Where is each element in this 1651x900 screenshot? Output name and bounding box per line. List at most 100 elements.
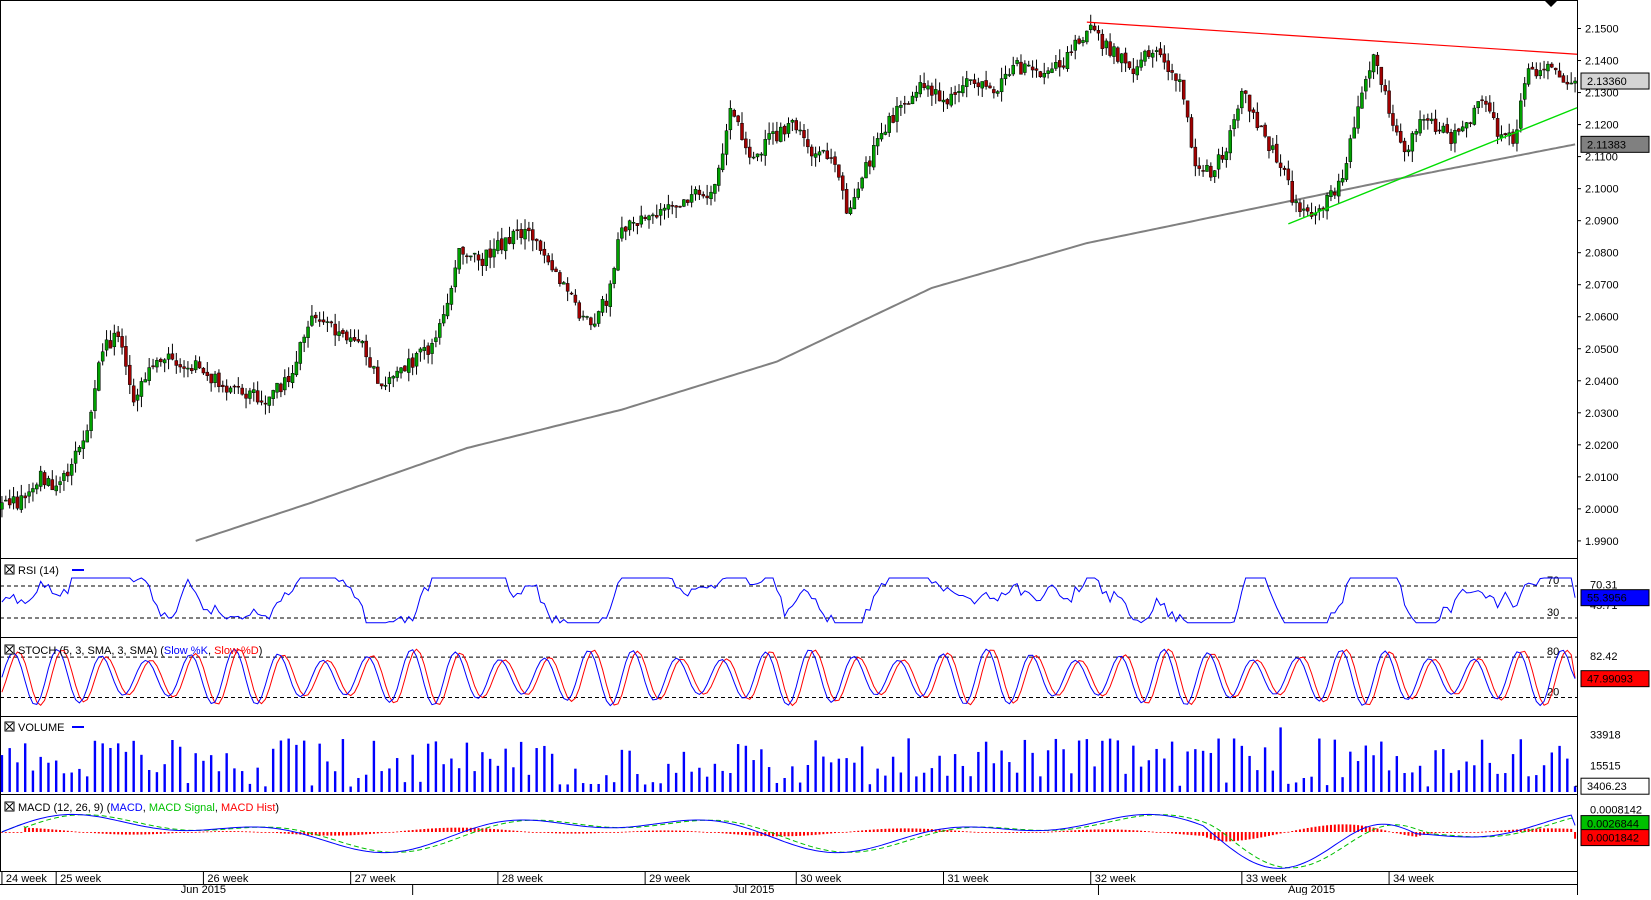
candle (589, 316, 593, 331)
candle-body (286, 376, 291, 383)
candle-body (600, 299, 605, 313)
candle-body (957, 91, 961, 93)
macd-hist-bar (965, 831, 968, 833)
price-axis: 2.15002.14002.13002.12002.11002.10002.09… (1577, 24, 1650, 548)
chart-menu-triangle-icon[interactable] (1544, 0, 1558, 7)
candle (701, 191, 706, 199)
macd-hist-bar (1097, 829, 1100, 832)
macd-hist-bar (1000, 832, 1003, 833)
candle (23, 492, 27, 509)
candle-body (918, 82, 922, 95)
candle-body (825, 150, 829, 159)
candle-body (736, 115, 740, 123)
candle (1364, 75, 1368, 100)
macd-hist-bar (206, 831, 209, 833)
candle (271, 389, 275, 406)
price-tick-label: 2.1400 (1585, 56, 1619, 68)
volume-bar (845, 758, 848, 792)
candle-body (1569, 82, 1573, 85)
candle (1534, 62, 1539, 79)
macd-hist-bar (531, 832, 534, 833)
candle-body (1495, 118, 1500, 137)
macd-hist-bar (489, 828, 492, 832)
candle-body (1232, 119, 1236, 130)
candle-body (968, 79, 973, 81)
price-tick-label: 1.9900 (1585, 536, 1619, 548)
candle (1154, 46, 1159, 62)
macd-hist-bar (1562, 828, 1565, 832)
volume-bar (713, 763, 717, 792)
macd-hist-bar (1380, 829, 1383, 832)
candle-body (1116, 47, 1120, 62)
macd-hist-bar (586, 832, 589, 834)
candle (286, 367, 291, 388)
candle (1298, 199, 1302, 217)
candle-body (693, 189, 698, 195)
candle (953, 85, 957, 105)
candle-body (209, 373, 213, 384)
candle (298, 341, 303, 371)
candle (957, 84, 961, 103)
candle (197, 356, 202, 369)
macd-hist-bar (272, 832, 275, 833)
candle (407, 348, 411, 382)
last-price-label-text: 2.13360 (1587, 76, 1627, 88)
candle (1379, 66, 1384, 93)
candle (391, 375, 396, 388)
macd-hist-bar (407, 830, 410, 832)
candle-body (337, 331, 341, 336)
candle (1003, 65, 1008, 86)
macd-hist-bar (880, 829, 883, 832)
candle-body (686, 199, 690, 203)
candle (829, 148, 833, 164)
candle-body (643, 216, 647, 219)
volume-tick-high: 33918 (1590, 729, 1621, 741)
rsi-level-label: 30 (1547, 607, 1559, 619)
volume-bar (1395, 756, 1399, 792)
candle-body (1147, 50, 1151, 57)
volume-bar (457, 768, 461, 792)
rsi-title-text: RSI (14) (18, 565, 59, 577)
stoch-k-line (1, 648, 1576, 707)
candle (790, 118, 795, 132)
candle (511, 229, 516, 250)
candle (379, 383, 384, 390)
week-label: 32 week (1095, 873, 1136, 885)
volume-bar (295, 744, 298, 792)
candle (1491, 101, 1496, 120)
macd-hist-bar (1093, 829, 1096, 832)
macd-hist-bar (973, 831, 976, 833)
stoch-level-label: 20 (1547, 687, 1559, 699)
macd-hist-bar (438, 828, 441, 832)
candle-body (1255, 111, 1260, 129)
candle-body (720, 153, 725, 170)
macd-hist-bar (1329, 824, 1332, 832)
macd-hist-bar (512, 830, 515, 832)
volume-bar (651, 782, 655, 792)
macd-hist-bar (1116, 829, 1119, 832)
candle-body (453, 267, 458, 288)
volume-bar (465, 742, 469, 792)
macd-hist-bar (628, 831, 631, 833)
candle (492, 238, 496, 268)
candle-body (104, 339, 109, 351)
macd-hist-bar (1337, 824, 1340, 832)
macd-hist-bar (171, 832, 174, 834)
moving-average-label-text: 2.11383 (1587, 139, 1626, 151)
candle (1158, 42, 1163, 58)
macd-hist-bar (326, 832, 329, 836)
macd-hist-bar (152, 832, 155, 835)
macd-hist-bar (1089, 829, 1092, 832)
price-tick-label: 2.0400 (1585, 376, 1619, 388)
candle (182, 360, 186, 378)
macd-hist-bar (566, 832, 569, 834)
macd-hist-bar (1174, 832, 1177, 834)
candle-body (895, 105, 899, 122)
macd-hist-bar (589, 832, 592, 834)
volume-bar (1387, 770, 1391, 792)
macd-hist-bar (1450, 832, 1453, 833)
candle (1119, 53, 1124, 73)
macd-hist-bar (926, 828, 929, 832)
candle (1550, 62, 1554, 69)
volume-bar (488, 758, 492, 792)
